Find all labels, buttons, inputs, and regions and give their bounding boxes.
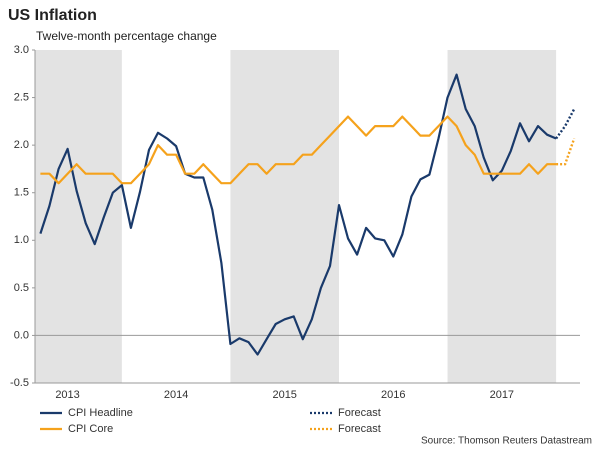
series-line [40, 115, 557, 185]
series-line [556, 138, 576, 166]
x-tick-label: 2016 [381, 389, 405, 401]
legend-label: CPI Core [68, 423, 113, 435]
series-line [555, 108, 576, 140]
source-note: Source: Thomson Reuters Datastream [421, 436, 592, 447]
legend-label: CPI Headline [68, 407, 133, 419]
y-tick-label: 2.5 [14, 91, 29, 103]
x-tick-label: 2013 [55, 389, 79, 401]
y-tick-label: 1.0 [14, 234, 29, 246]
y-tick-label: -0.5 [10, 377, 29, 389]
legend-label: Forecast [338, 423, 381, 435]
x-tick-label: 2014 [164, 389, 188, 401]
x-tick-label: 2015 [272, 389, 296, 401]
chart-subtitle: Twelve-month percentage change [36, 29, 217, 43]
y-tick-label: 1.5 [14, 187, 29, 199]
y-tick-label: 0.5 [14, 282, 29, 294]
shaded-band [230, 50, 339, 383]
y-tick-label: 3.0 [14, 44, 29, 56]
chart-title: US Inflation [8, 7, 97, 24]
shaded-band [35, 50, 122, 383]
legend-label: Forecast [338, 407, 381, 419]
y-tick-label: 0.0 [14, 329, 29, 341]
series-line [39, 73, 557, 356]
y-tick-label: 2.0 [14, 139, 29, 151]
x-tick-label: 2017 [490, 389, 514, 401]
